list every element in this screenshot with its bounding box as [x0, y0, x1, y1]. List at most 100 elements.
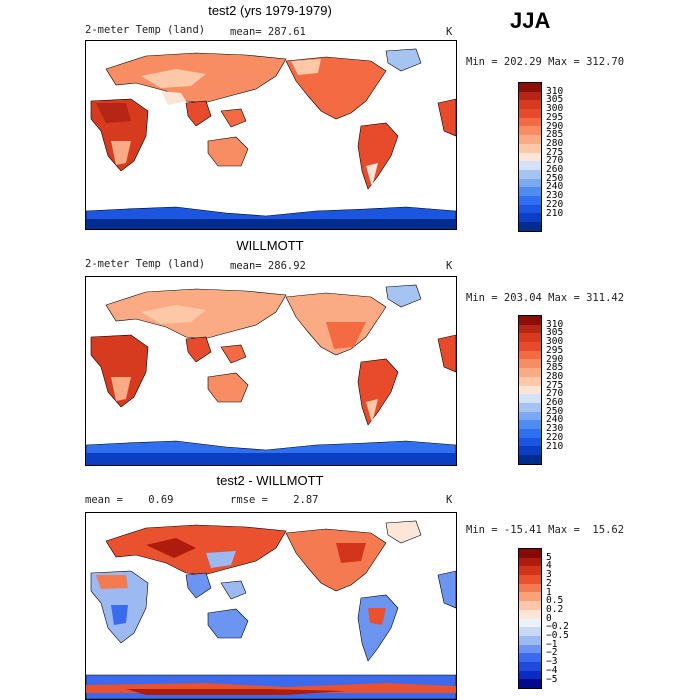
colorbar-tick-label: 0.5	[546, 595, 564, 607]
colorbar-tick-label: 240	[546, 414, 564, 426]
colorbar-tick-label: 270	[546, 388, 564, 400]
land-south-america	[357, 358, 399, 426]
colorbar-swatch	[519, 592, 541, 602]
colorbar-tick-label: 305	[546, 94, 564, 106]
land-north-america	[285, 284, 422, 356]
panel-2-map-svg	[86, 284, 456, 465]
colorbar-tick-label: −4	[546, 664, 558, 676]
colorbar-tick-label: 270	[546, 155, 564, 167]
land-africa	[90, 334, 149, 408]
land-australia	[207, 372, 249, 403]
colorbar-swatch	[519, 117, 541, 127]
colorbar-tick-label: 4	[546, 560, 552, 572]
colorbar-swatch	[519, 618, 541, 628]
colorbar-swatch	[519, 575, 541, 584]
land-south-america	[357, 594, 399, 662]
panel-3-map	[85, 512, 457, 700]
colorbar-tick-label: 290	[546, 120, 564, 132]
colorbar-swatch	[519, 350, 541, 360]
colorbar-swatch	[519, 583, 541, 593]
land-australia	[207, 136, 249, 167]
colorbar-tick-label: −1	[546, 638, 558, 650]
panel-2-map	[85, 276, 457, 466]
colorbar-swatch	[519, 609, 541, 619]
colorbar-swatch	[519, 376, 541, 386]
colorbar-swatch	[519, 679, 541, 688]
colorbar-swatches	[518, 82, 542, 232]
panel-1-unit: K	[446, 26, 453, 38]
antarctica	[86, 206, 456, 229]
colorbar-swatch	[519, 601, 541, 610]
colorbar-tick-label: 280	[546, 137, 564, 149]
colorbar-tick-label: −0.5	[546, 630, 569, 641]
colorbar-tick-label: 290	[546, 353, 564, 365]
colorbar-tick-label: 260	[546, 397, 564, 408]
colorbar-swatch	[519, 213, 541, 222]
colorbar-swatch	[519, 635, 541, 645]
colorbar-swatch	[519, 566, 541, 576]
colorbar-swatch	[519, 126, 541, 136]
colorbar-swatch	[519, 195, 541, 205]
colorbar-tick-label: 2	[546, 577, 552, 589]
colorbar-tick-label: 260	[546, 164, 564, 175]
land-africa	[90, 98, 149, 172]
colorbar-swatch	[519, 333, 541, 343]
colorbar-tick-label: 1	[546, 586, 552, 598]
colorbar-tick-label: 305	[546, 327, 564, 339]
colorbar-swatch	[519, 91, 541, 101]
colorbar-swatch	[519, 670, 541, 680]
land-east-edge	[437, 570, 456, 609]
colorbar-tick-label: 300	[546, 103, 564, 115]
colorbar-swatch	[519, 437, 541, 447]
colorbar-swatch	[519, 455, 541, 464]
colorbar-tick-label: −3	[546, 656, 558, 668]
colorbar-tick-label: 275	[546, 379, 564, 391]
colorbar-tick-label: 285	[546, 362, 564, 374]
colorbar-swatch	[519, 316, 541, 325]
colorbar-swatch	[519, 342, 541, 351]
colorbar-swatch	[519, 653, 541, 662]
land-eurasia	[105, 52, 287, 128]
panel-1-mean-label: mean= 287.61	[230, 26, 306, 38]
colorbar-swatch	[519, 222, 541, 231]
panel-3-title: test2 - WILLMOTT	[216, 473, 324, 488]
season-label: JJA	[510, 8, 551, 33]
colorbar-tick-label: 300	[546, 336, 564, 348]
panel-3-mean-label: mean = 0.69	[85, 494, 174, 506]
panel-3-map-svg	[86, 520, 456, 699]
colorbar-tick-label: 3	[546, 569, 552, 581]
land-eurasia	[105, 288, 287, 364]
colorbar-tick-label: 285	[546, 129, 564, 141]
colorbar-tick-label: 230	[546, 423, 564, 435]
land-east-edge	[437, 98, 456, 137]
colorbar-swatch	[519, 83, 541, 92]
land-north-america	[285, 48, 422, 120]
colorbar-tick-label: 310	[546, 85, 564, 97]
panel-1-map-svg	[86, 48, 456, 229]
colorbar-swatch	[519, 411, 541, 421]
colorbar-tick-label: −5	[546, 673, 558, 685]
colorbar-swatch	[519, 178, 541, 188]
panel-2-minmax: Min = 203.04 Max = 311.42	[466, 292, 625, 304]
land-south-america	[357, 122, 399, 190]
colorbar-swatch	[519, 368, 541, 377]
colorbar-tick-label: 5	[546, 551, 552, 563]
antarctica	[86, 674, 456, 699]
colorbar-swatch	[519, 644, 541, 654]
colorbar-swatches	[518, 315, 542, 465]
colorbar-swatch	[519, 169, 541, 179]
colorbar-tick-label: 240	[546, 181, 564, 193]
colorbar-swatch	[519, 446, 541, 455]
colorbar-swatches	[518, 548, 542, 689]
panel-1-minmax: Min = 202.29 Max = 312.70	[466, 56, 625, 68]
colorbar-swatch	[519, 402, 541, 412]
colorbar-tick-label: 210	[546, 207, 564, 219]
colorbar-tick-label: 0.2	[546, 603, 564, 615]
land-eurasia	[105, 524, 287, 600]
panel-1-map	[85, 40, 457, 230]
colorbar-swatch	[519, 161, 541, 170]
colorbar-tick-label: −0.2	[546, 621, 569, 633]
panel-2-field-label: 2-meter Temp (land)	[85, 258, 206, 270]
colorbar-tick-label: 295	[546, 111, 564, 123]
panel-2-title: WILLMOTT	[236, 238, 304, 253]
